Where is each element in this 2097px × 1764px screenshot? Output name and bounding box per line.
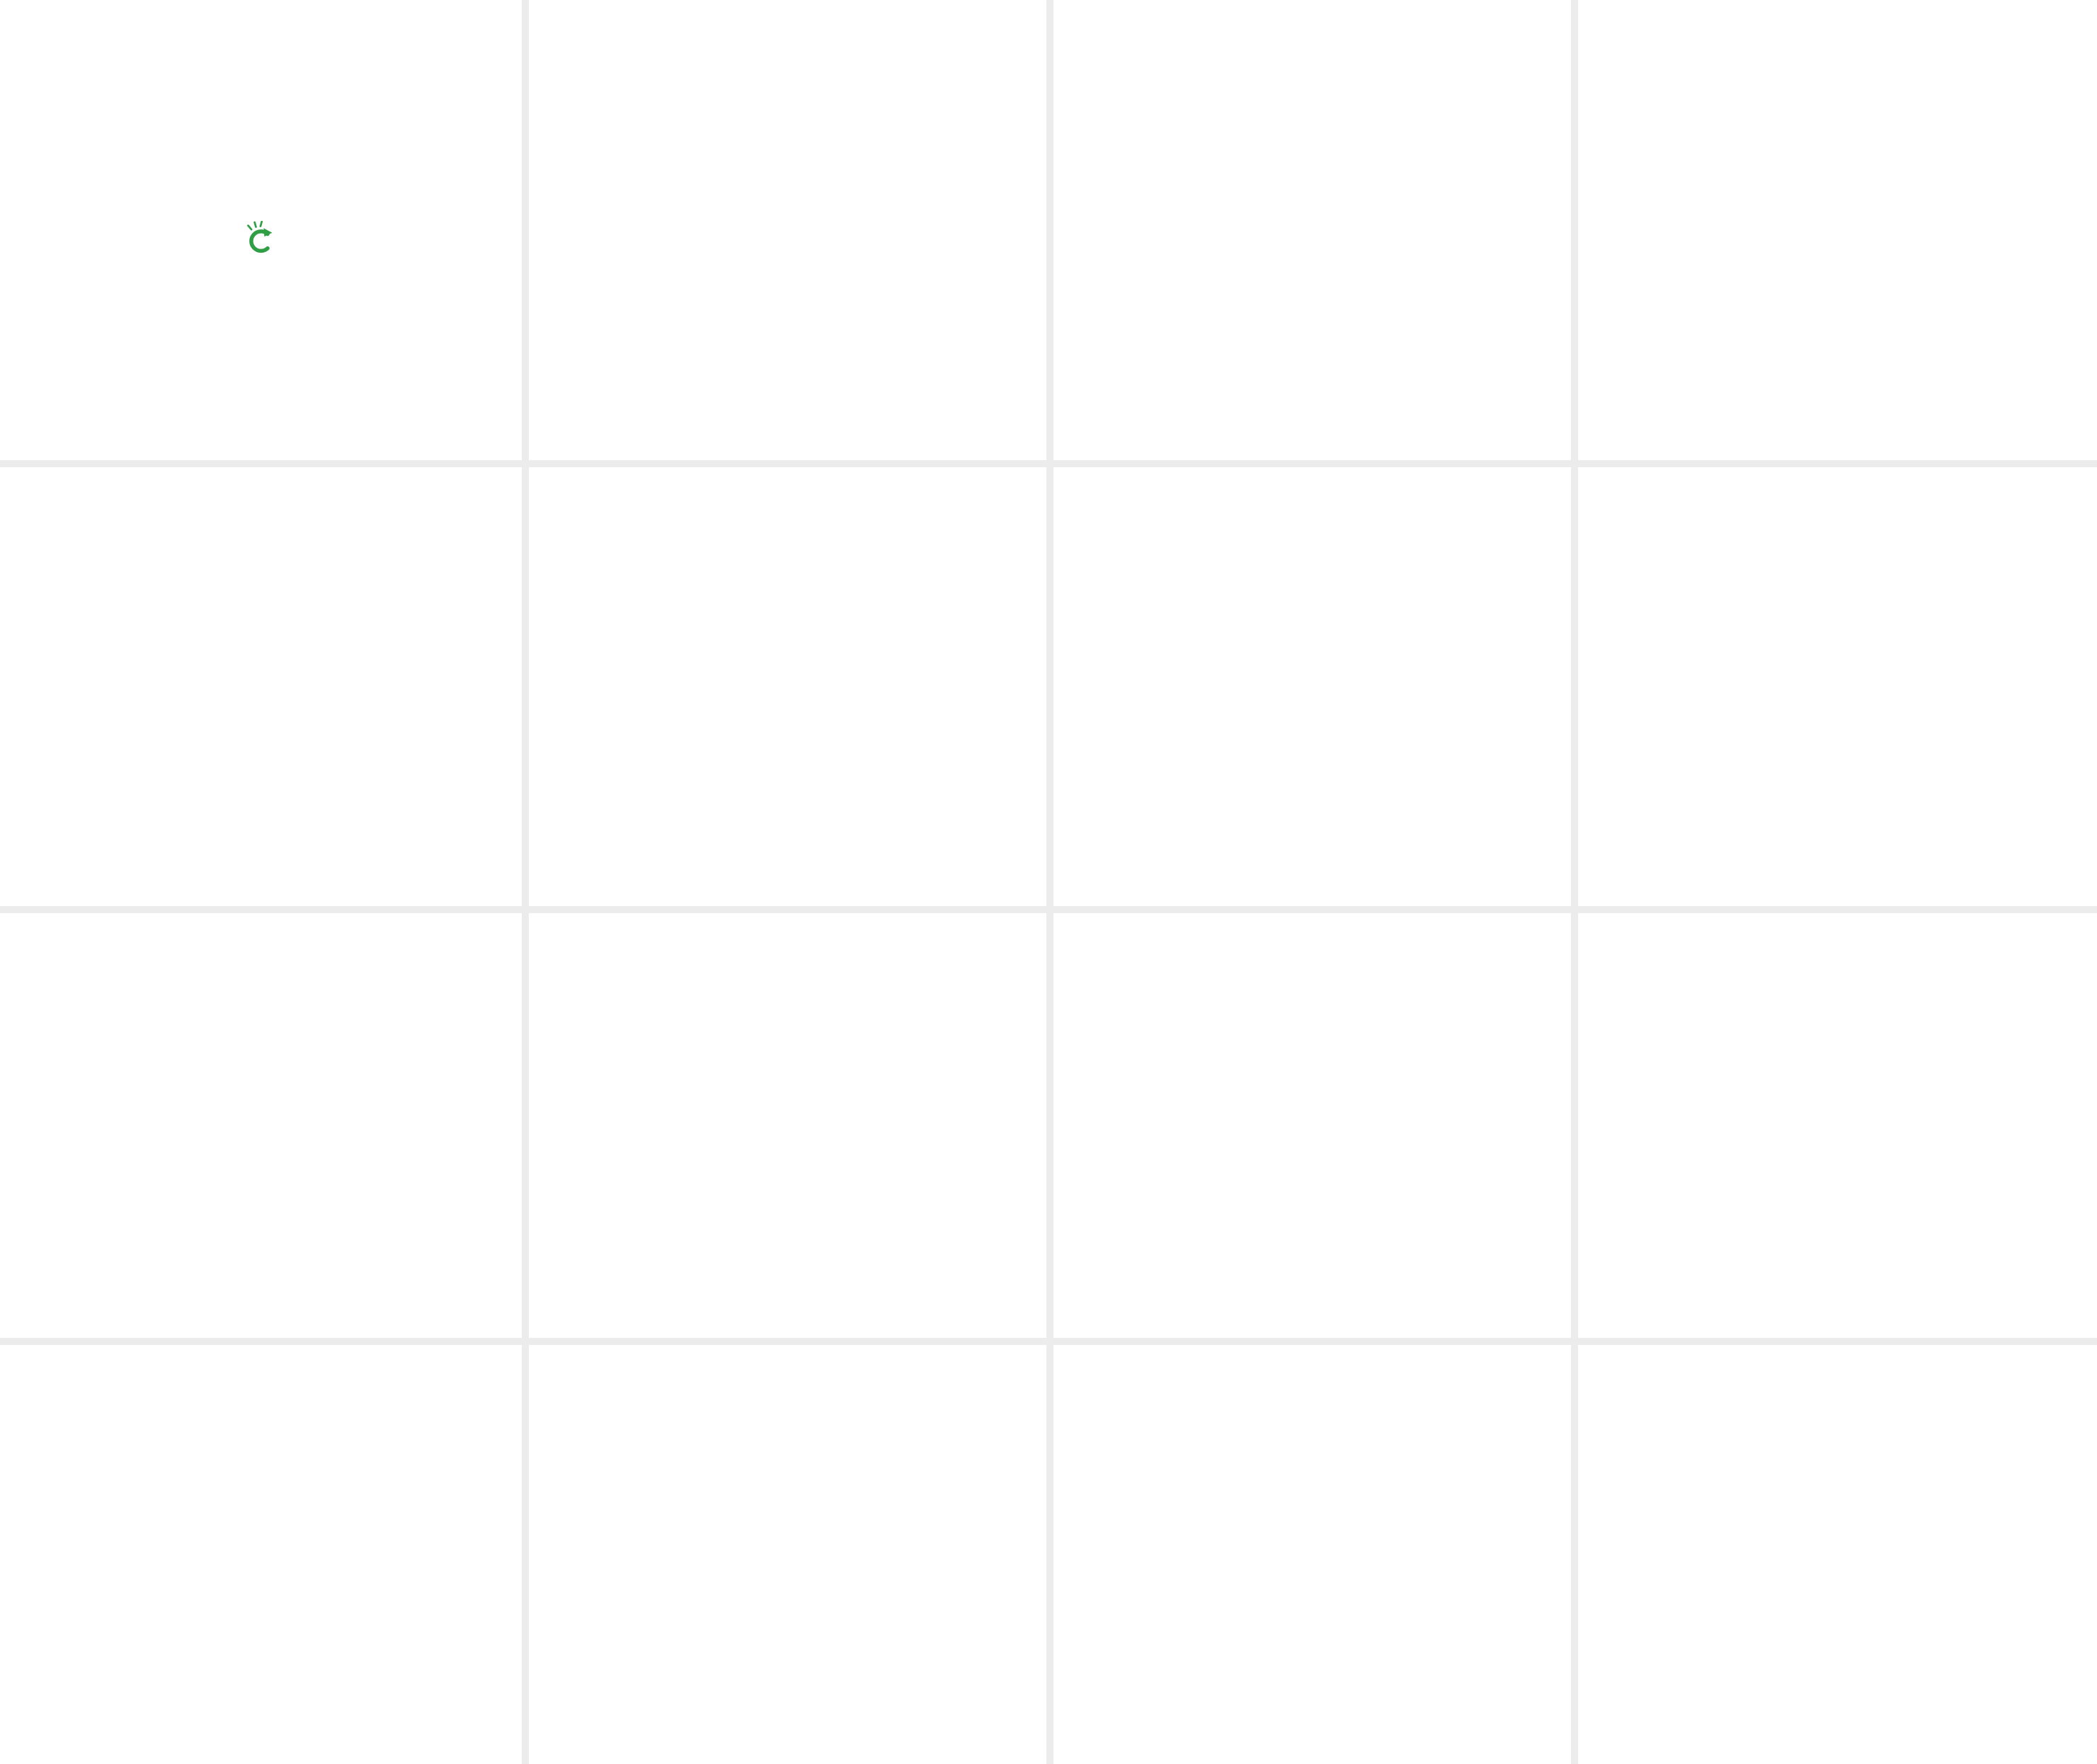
panel-wordcloud-want-to-learn [1053,1345,1571,1764]
panel-wordcloud-lecturer-feedback [1578,1345,2097,1764]
panel-chart-understanding [529,0,1046,460]
hbar-chart[interactable] [1053,53,1571,460]
word-cloud[interactable] [0,1345,522,1764]
wechange-logo [0,221,522,258]
hbar-chart[interactable] [0,966,522,1338]
hbar-chart[interactable] [1578,966,2097,1338]
panel-chart-practical [0,467,522,906]
panel-chart-atmosphere [0,913,522,1338]
panel-chart-teaching-forms [1578,467,2097,906]
word-cloud[interactable] [1578,1345,2097,1764]
panel-enterprise [0,0,522,460]
pie-chart[interactable] [529,966,1046,1338]
hbar-chart[interactable] [529,520,1046,906]
pie-chart[interactable] [1053,520,1571,906]
bar-chart[interactable] [0,520,522,906]
pie-chart[interactable] [1578,53,2097,460]
panel-wordcloud-self-needs [529,1345,1046,1764]
panel-chart-deeper-understanding [1053,913,1571,1338]
panel-chart-work-help [1053,0,1571,460]
panel-chart-pertinence [529,467,1046,906]
bar-chart[interactable] [1578,520,2097,906]
panel-wordcloud-most-helpful [0,1345,522,1764]
word-cloud[interactable] [529,1345,1046,1764]
panel-chart-expectation [1578,0,2097,460]
bar-chart[interactable] [1053,966,1571,1338]
panel-chart-goal-achieved [529,913,1046,1338]
bar-chart[interactable] [529,53,1046,460]
panel-chart-lecturer-attention [1053,467,1571,906]
word-cloud[interactable] [1053,1345,1571,1764]
panel-chart-apply-later [1578,913,2097,1338]
logo-c-arrow-icon [247,221,273,253]
